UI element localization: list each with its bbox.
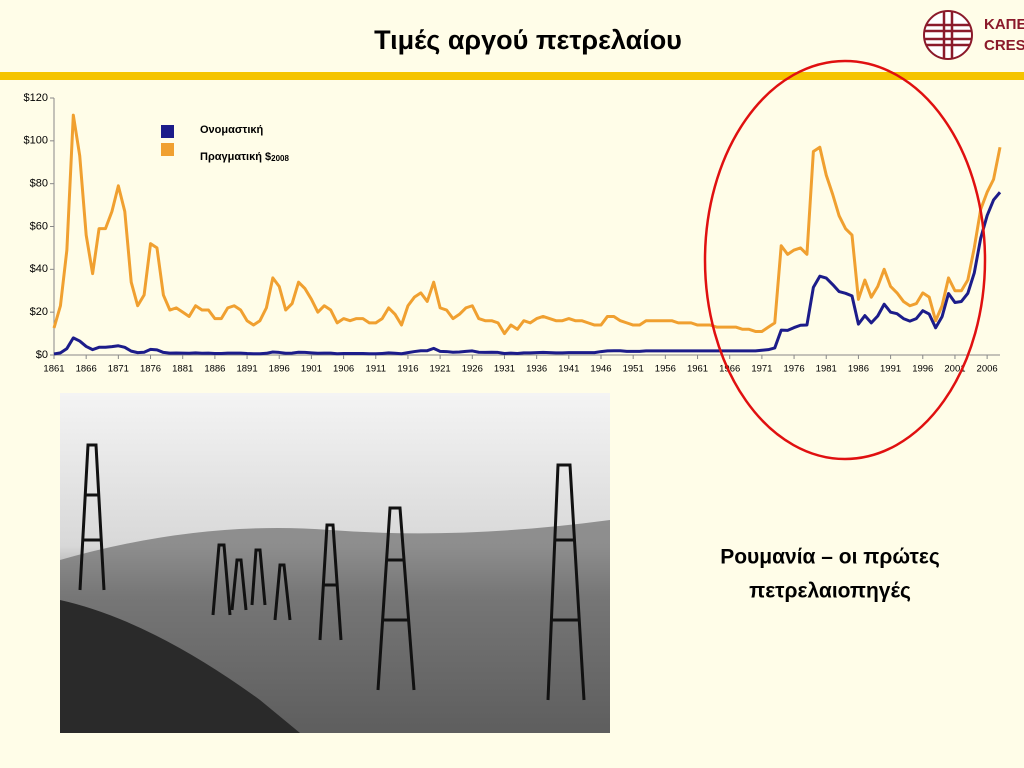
photo-derricks [78, 443, 586, 701]
y-tick-label: $60 [30, 220, 48, 232]
photo [60, 393, 610, 733]
chart: $0 $20 $40 $60 $80 $100 $120 1861 1866 1871 1876 18… [24, 92, 1002, 375]
title-band [0, 72, 1024, 80]
x-tick-label: 1916 [397, 364, 418, 375]
y-tick-label: $120 [24, 92, 48, 104]
y-tick-label: $80 [30, 178, 48, 190]
x-tick-label: 1986 [848, 364, 869, 375]
x-tick-label: 1976 [783, 364, 804, 375]
logo-stripes [924, 12, 972, 58]
logo: ΚΑΠΕ CRES [923, 10, 1024, 60]
legend-swatch [161, 143, 174, 156]
x-tick-label: 1866 [76, 364, 97, 375]
x-tick-label: 1871 [108, 364, 129, 375]
slide-title: Τιμές αργού πετρελαίου [374, 25, 682, 55]
x-tick-label: 1971 [751, 364, 772, 375]
x-tick-label: 1911 [366, 364, 386, 375]
logo-circle [923, 10, 973, 60]
x-tick-label: 1876 [140, 364, 161, 375]
x-tick-label: 1891 [236, 364, 257, 375]
x-tick-label: 1936 [526, 364, 547, 375]
y-tick-label: $0 [36, 349, 48, 361]
x-tick-label: 1931 [494, 364, 515, 375]
series-line [53, 191, 1002, 356]
x-tick-label: 1881 [172, 364, 193, 375]
legend-label: Πραγματική $2008 [200, 151, 289, 163]
x-tick-label: 1956 [655, 364, 676, 375]
x-tick-label: 1886 [204, 364, 225, 375]
legend-label: Ονομαστική [200, 124, 264, 136]
x-tick-label: 1961 [687, 364, 708, 375]
photo-foreground [60, 600, 300, 733]
logo-text: ΚΑΠΕ [984, 16, 1024, 33]
legend-subscript: 2008 [271, 154, 289, 163]
x-tick-label: 1951 [623, 364, 644, 375]
x-tick-label: 1926 [462, 364, 483, 375]
legend: Ονομαστική Πραγματική $2008 [161, 124, 289, 163]
x-tick-label: 1946 [590, 364, 611, 375]
x-tick-label: 1991 [880, 364, 901, 375]
x-tick-label: 1901 [301, 364, 322, 375]
y-tick-label: $20 [30, 306, 48, 318]
y-tick-label: $100 [24, 135, 48, 147]
x-tick-label: 1981 [816, 364, 837, 375]
x-tick-label: 1896 [269, 364, 290, 375]
legend-label-text: Πραγματική $ [200, 151, 271, 163]
x-tick-label: 2001 [944, 364, 965, 375]
x-tick-label: 1906 [333, 364, 354, 375]
x-tick-label: 1921 [430, 364, 451, 375]
highlight-ellipse [703, 59, 987, 461]
x-tick-label: 1861 [43, 364, 64, 375]
y-tick-label: $40 [30, 263, 48, 275]
x-tick-label: 2006 [977, 364, 998, 375]
legend-swatch [161, 125, 174, 138]
x-tick-label: 1996 [912, 364, 933, 375]
caption: πετρελαιοπηγές [749, 580, 911, 603]
x-tick-label: 1966 [719, 364, 740, 375]
series-line [52, 113, 1002, 336]
logo-text: CRES [984, 37, 1024, 54]
caption: Ρουμανία – οι πρώτες [720, 546, 940, 569]
x-tick-label: 1941 [558, 364, 579, 375]
